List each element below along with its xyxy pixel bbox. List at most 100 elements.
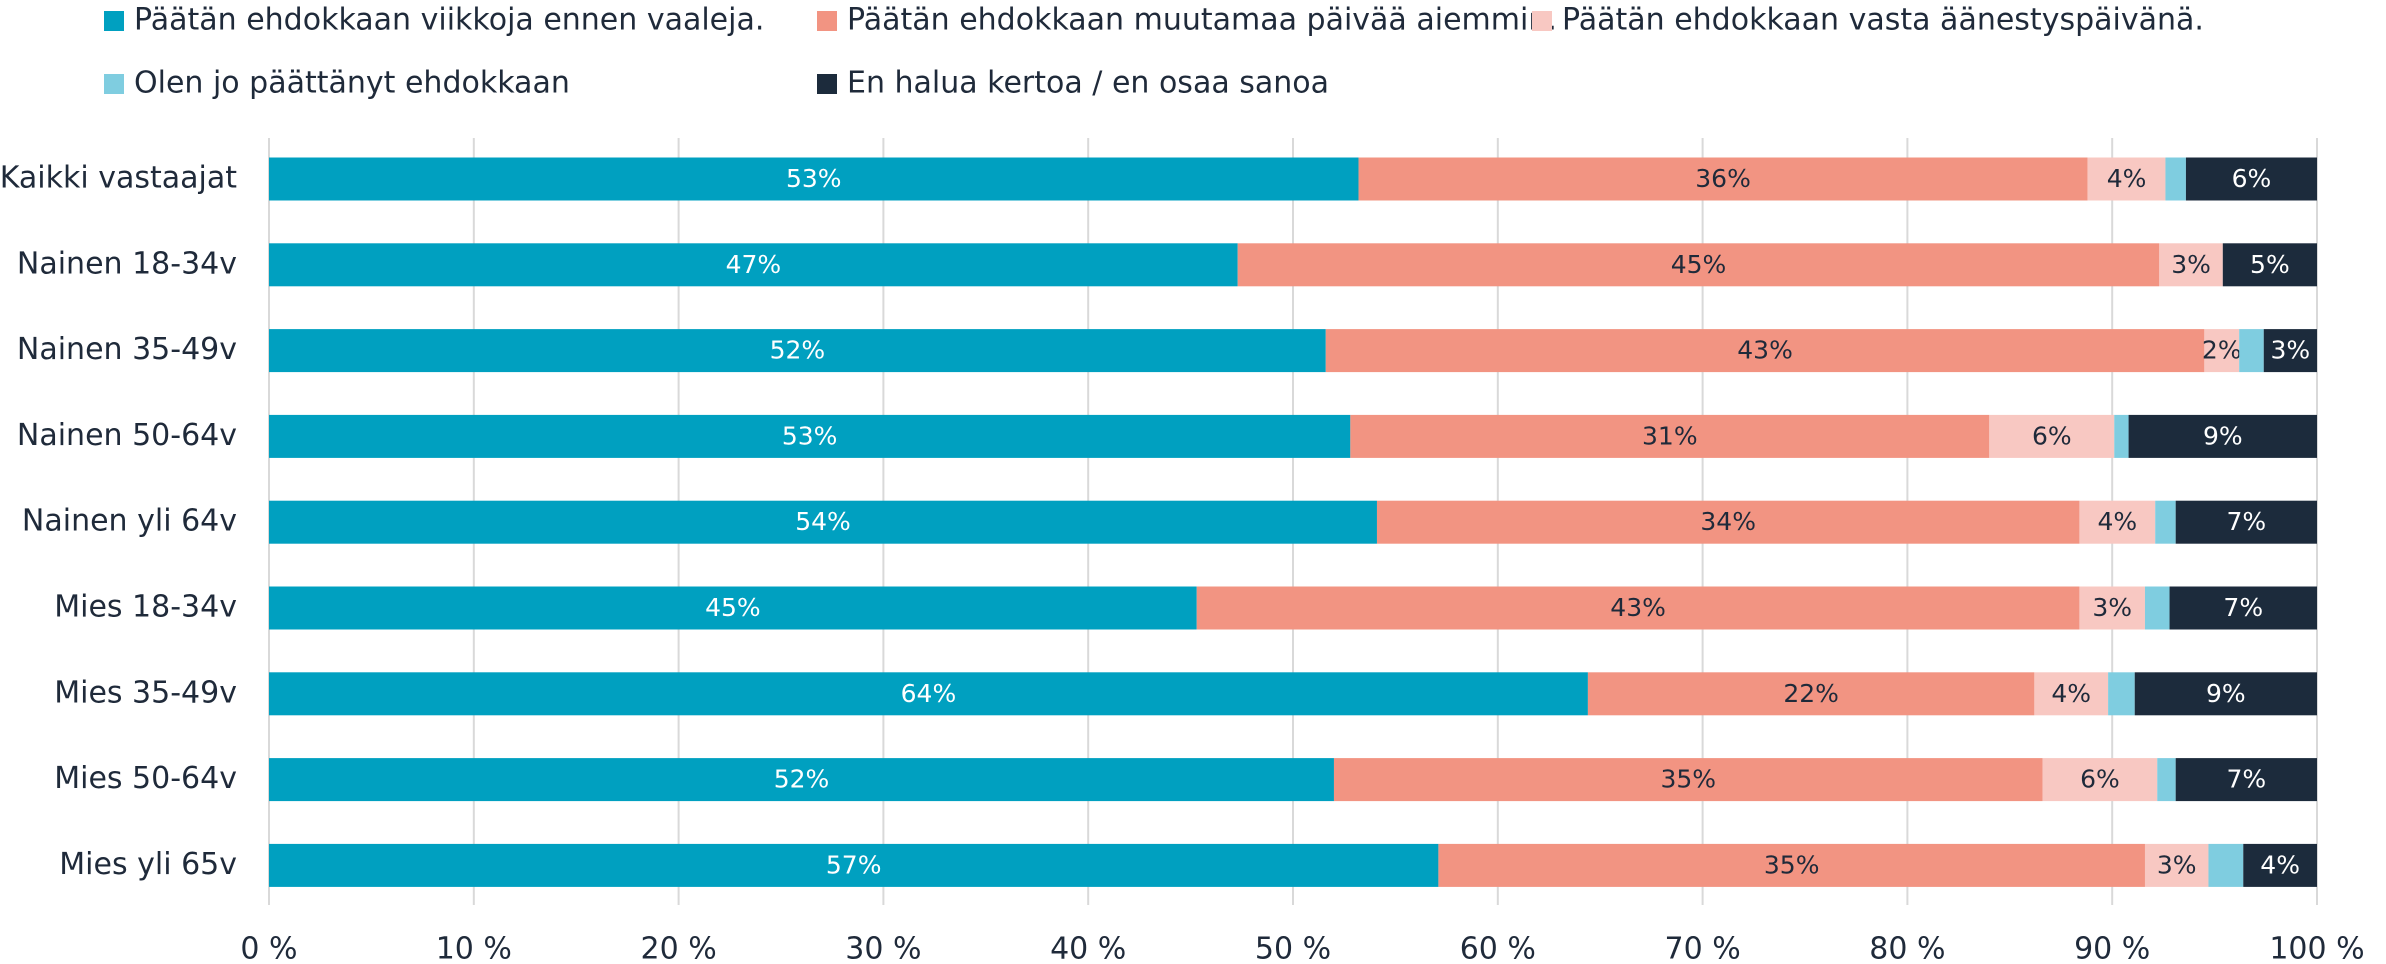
y-tick-label: Mies 18-34v bbox=[54, 590, 237, 625]
x-tick-label: 40 % bbox=[1050, 932, 1126, 964]
bar-segment bbox=[2159, 243, 2223, 287]
legend-swatch bbox=[104, 74, 124, 94]
bar-segment bbox=[1358, 157, 2088, 201]
bar-segment bbox=[2034, 672, 2109, 716]
data-label: 7% bbox=[2227, 507, 2267, 536]
bar-segment bbox=[2208, 843, 2244, 887]
data-label: 3% bbox=[2171, 250, 2211, 279]
data-label: 4% bbox=[2260, 850, 2300, 879]
data-label: 36% bbox=[1695, 164, 1751, 193]
bar-segment bbox=[2175, 500, 2317, 544]
data-label: 54% bbox=[795, 507, 851, 536]
data-label: 47% bbox=[726, 250, 782, 279]
bar-segment bbox=[269, 414, 1351, 458]
bar-segment bbox=[1350, 414, 1990, 458]
data-label: 52% bbox=[770, 336, 826, 365]
data-label: 7% bbox=[2227, 765, 2267, 794]
bar-segment bbox=[2087, 157, 2166, 201]
data-label: 3% bbox=[2271, 336, 2311, 365]
data-label: 53% bbox=[786, 164, 842, 193]
x-tick-label: 20 % bbox=[640, 932, 716, 964]
x-tick-label: 70 % bbox=[1664, 932, 1740, 964]
bar-segment bbox=[2263, 329, 2317, 373]
bar-segment bbox=[269, 243, 1238, 287]
bar-segment bbox=[2114, 414, 2129, 458]
legend-label: Päätän ehdokkaan vasta äänestyspäivänä. bbox=[1562, 3, 2204, 38]
bar-segment bbox=[1333, 758, 2043, 802]
legend-swatch bbox=[817, 74, 837, 94]
legend-label: En halua kertoa / en osaa sanoa bbox=[847, 66, 1329, 101]
bar-segment bbox=[1237, 243, 2160, 287]
x-tick-label: 10 % bbox=[436, 932, 512, 964]
data-label: 57% bbox=[826, 850, 882, 879]
bar-segment bbox=[2155, 500, 2176, 544]
y-tick-label: Nainen yli 64v bbox=[22, 504, 237, 539]
bar-segment bbox=[269, 329, 1326, 373]
legend-label: Päätän ehdokkaan muutamaa päivää aiemmin… bbox=[847, 3, 1557, 38]
y-tick-label: Nainen 50-64v bbox=[17, 418, 237, 453]
data-label: 4% bbox=[2107, 164, 2147, 193]
data-label: 6% bbox=[2032, 421, 2072, 450]
y-tick-label: Nainen 18-34v bbox=[17, 246, 237, 281]
data-label: 43% bbox=[1737, 336, 1793, 365]
data-label: 6% bbox=[2232, 164, 2272, 193]
bar-segment bbox=[1376, 500, 2080, 544]
legend-swatch bbox=[1532, 11, 1552, 31]
bar-segment bbox=[269, 843, 1439, 887]
bar-segment bbox=[2243, 843, 2317, 887]
bar-segment bbox=[1325, 329, 2205, 373]
bar-segment bbox=[269, 672, 1588, 716]
data-label: 4% bbox=[2097, 507, 2137, 536]
bar-segment bbox=[2144, 586, 2170, 630]
y-tick-label: Mies yli 65v bbox=[59, 847, 237, 882]
data-label: 6% bbox=[2080, 765, 2120, 794]
data-label: 9% bbox=[2206, 679, 2246, 708]
x-tick-label: 50 % bbox=[1255, 932, 1331, 964]
bar-segment bbox=[2108, 672, 2135, 716]
x-tick-label: 0 % bbox=[240, 932, 297, 964]
bar-segment bbox=[2222, 243, 2317, 287]
data-label: 7% bbox=[2223, 593, 2263, 622]
data-label: 45% bbox=[1671, 250, 1727, 279]
bar-segment bbox=[1438, 843, 2145, 887]
data-label: 5% bbox=[2250, 250, 2290, 279]
y-tick-label: Kaikki vastaajat bbox=[0, 161, 237, 196]
data-label: 3% bbox=[2157, 850, 2197, 879]
bar-segment bbox=[2079, 500, 2156, 544]
data-label: 53% bbox=[782, 421, 838, 450]
bar-segment bbox=[2175, 758, 2317, 802]
y-tick-label: Mies 50-64v bbox=[54, 761, 237, 796]
data-label: 9% bbox=[2203, 421, 2243, 450]
data-label: 35% bbox=[1660, 765, 1716, 794]
bar-segment bbox=[1989, 414, 2115, 458]
data-label: 34% bbox=[1700, 507, 1756, 536]
bar-segment bbox=[269, 157, 1359, 201]
data-label: 64% bbox=[901, 679, 957, 708]
data-label: 22% bbox=[1783, 679, 1839, 708]
bar-segment bbox=[2204, 329, 2240, 373]
data-label: 2% bbox=[2202, 336, 2242, 365]
bar-segment bbox=[2079, 586, 2145, 630]
bar-segment bbox=[269, 586, 1197, 630]
bar-segment bbox=[2157, 758, 2176, 802]
bar-segment bbox=[269, 758, 1334, 802]
data-label: 52% bbox=[774, 765, 830, 794]
y-tick-label: Mies 35-49v bbox=[54, 675, 237, 710]
bar-segment bbox=[2134, 672, 2317, 716]
data-label: 3% bbox=[2092, 593, 2132, 622]
bar-segment bbox=[1196, 586, 2080, 630]
x-tick-label: 100 % bbox=[2269, 932, 2364, 964]
bar-segment bbox=[2169, 586, 2317, 630]
bar-segment bbox=[2165, 157, 2186, 201]
bar-segment bbox=[2042, 758, 2158, 802]
x-tick-label: 90 % bbox=[2074, 932, 2150, 964]
legend-label: Olen jo päättänyt ehdokkaan bbox=[134, 66, 570, 101]
data-label: 35% bbox=[1764, 850, 1820, 879]
bar-segment bbox=[2144, 843, 2209, 887]
data-label: 31% bbox=[1642, 421, 1698, 450]
bar-segment bbox=[2239, 329, 2264, 373]
x-tick-label: 30 % bbox=[845, 932, 921, 964]
bar-segment bbox=[2128, 414, 2317, 458]
legend-swatch bbox=[104, 11, 124, 31]
